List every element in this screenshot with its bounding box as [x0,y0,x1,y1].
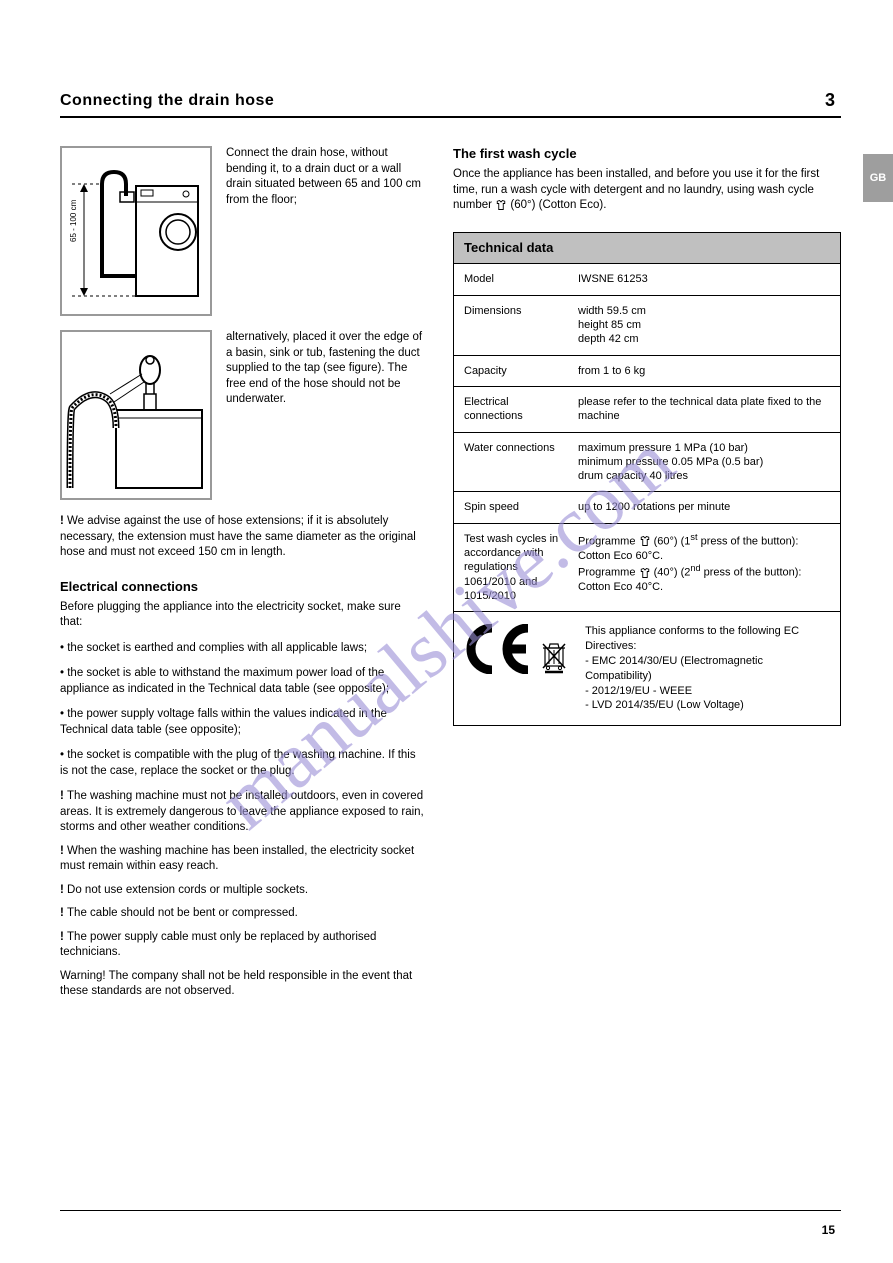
table-row: Water connections maximum pressure 1 MPa… [454,433,840,493]
directives-text: This appliance conforms to the following… [585,624,830,713]
content-columns: 65 - 100 cm Connect the drain hose, with… [60,146,841,1010]
footer-rule [60,1210,841,1211]
shirt-icon [639,567,651,579]
bullet-2-text: the socket is able to withstand the maxi… [60,667,389,695]
drain-sink-figure [60,330,212,500]
table-row: Capacity from 1 to 6 kg [454,356,840,387]
spec-label-dimensions: Dimensions [454,296,574,355]
height-label: 65 - 100 cm [69,199,78,242]
left-column: 65 - 100 cm Connect the drain hose, with… [60,146,425,1010]
electrical-intro: Before plugging the appliance into the e… [60,600,425,631]
bullet-3-text: the power supply voltage falls within th… [60,708,387,736]
right-column: The first wash cycle Once the appliance … [453,146,841,1010]
spec-value-test: Programme (60°) (1st press of the button… [574,524,840,611]
bullet-3: • the power supply voltage falls within … [60,707,425,738]
table-row: Dimensions width 59.5 cm height 85 cm de… [454,296,840,356]
bullet-1-text: the socket is earthed and complies with … [67,642,367,654]
page-number-top: 3 [825,90,835,111]
ce-mark-icon [464,624,569,678]
spec-label-water: Water connections [454,433,574,492]
spec-label-capacity: Capacity [454,356,574,386]
warning-outdoor: The washing machine must not be installe… [60,789,425,836]
spec-value-spin: up to 1200 rotations per minute [574,492,840,522]
directive-1: - EMC 2014/30/EU (Electromagnetic Compat… [585,655,763,682]
figure-2-caption: alternatively, placed it over the edge o… [226,330,425,500]
title-bar: Connecting the drain hose [60,92,841,118]
figure-row-2: alternatively, placed it over the edge o… [60,330,425,500]
spec-label-model: Model [454,264,574,294]
first-wash-heading: The first wash cycle [453,146,841,161]
warning-socket-reach: When the washing machine has been instal… [60,844,425,875]
figure-row-1: 65 - 100 cm Connect the drain hose, with… [60,146,425,316]
language-tab: GB [863,154,893,202]
figure-1-caption: Connect the drain hose, without bending … [226,146,425,316]
bullet-4-text: the socket is compatible with the plug o… [60,749,416,777]
bullet-4: • the socket is compatible with the plug… [60,748,425,779]
directive-2: - 2012/19/EU - WEEE [585,685,692,697]
drain-height-figure: 65 - 100 cm [60,146,212,316]
bullet-1: • the socket is earthed and complies wit… [60,641,425,657]
spec-value-model: IWSNE 61253 [574,264,840,294]
directive-3: - LVD 2014/35/EU (Low Voltage) [585,699,744,711]
warning-multi-socket: Do not use extension cords or multiple s… [60,883,425,899]
warning-extension: We advise against the use of hose extens… [60,514,425,561]
first-wash-text: Once the appliance has been installed, a… [453,167,841,214]
spec-value-electrical: please refer to the technical data plate… [574,387,840,432]
warning-cable: The cable should not be bent or compress… [60,906,425,922]
spec-value-capacity: from 1 to 6 kg [574,356,840,386]
warning-technician: The power supply cable must only be repl… [60,930,425,961]
eco-label: Cotton Eco [542,199,599,211]
directives-intro: This appliance conforms to the following… [585,625,799,652]
table-row-directives: This appliance conforms to the following… [454,612,840,725]
shirt-icon [639,535,651,547]
page-number-bottom: 15 [822,1223,835,1237]
spec-label-electrical: Electrical connections [454,387,574,432]
spec-value-dimensions: width 59.5 cm height 85 cm depth 42 cm [574,296,840,355]
table-header: Technical data [454,233,840,265]
table-row: Test wash cycles in accordance with regu… [454,524,840,612]
bullet-2: • the socket is able to withstand the ma… [60,666,425,697]
electrical-heading: Electrical connections [60,579,425,594]
spec-label-spin: Spin speed [454,492,574,522]
table-row: Model IWSNE 61253 [454,264,840,295]
warning-liability: Warning! The company shall not be held r… [60,969,425,1000]
spec-label-test: Test wash cycles in accordance with regu… [454,524,574,611]
spec-value-water: maximum pressure 1 MPa (10 bar) minimum … [574,433,840,492]
table-row: Electrical connections please refer to t… [454,387,840,433]
table-row: Spin speed up to 1200 rotations per minu… [454,492,840,523]
technical-data-table: Technical data Model IWSNE 61253 Dimensi… [453,232,841,727]
section-title: Connecting the drain hose [60,92,841,110]
weee-bin-icon [539,638,569,674]
shirt-icon [495,199,507,211]
page: manualshive.com 3 Connecting the drain h… [0,0,893,1263]
